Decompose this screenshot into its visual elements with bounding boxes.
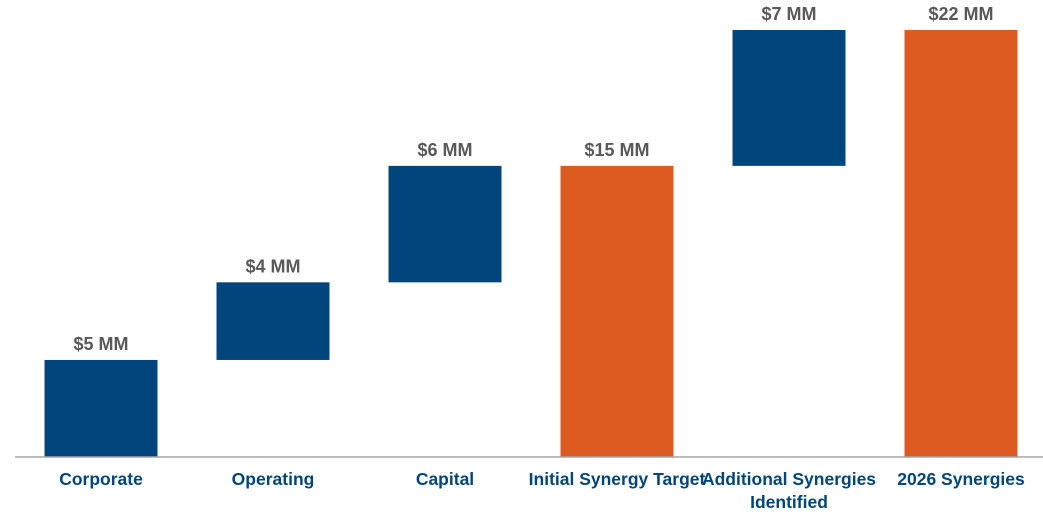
bar [560, 165, 674, 457]
bar [216, 282, 330, 360]
category-label: Capital [415, 469, 475, 489]
category-label: Initial Synergy Target [528, 469, 706, 489]
category-label: 2026 Synergies [897, 469, 1025, 489]
category-label: Corporate [59, 469, 143, 489]
bar [732, 30, 846, 166]
value-label: $5 MM [73, 334, 128, 354]
category-label: Additional Synergies Identified [701, 469, 877, 512]
value-label: $22 MM [928, 4, 993, 24]
bar [388, 165, 502, 283]
value-label: $6 MM [417, 140, 472, 160]
bar [904, 30, 1018, 457]
value-label: $15 MM [584, 140, 649, 160]
value-label: $4 MM [245, 256, 300, 276]
value-label: $7 MM [761, 4, 816, 24]
bar [44, 359, 158, 457]
category-label: Operating [231, 469, 315, 489]
